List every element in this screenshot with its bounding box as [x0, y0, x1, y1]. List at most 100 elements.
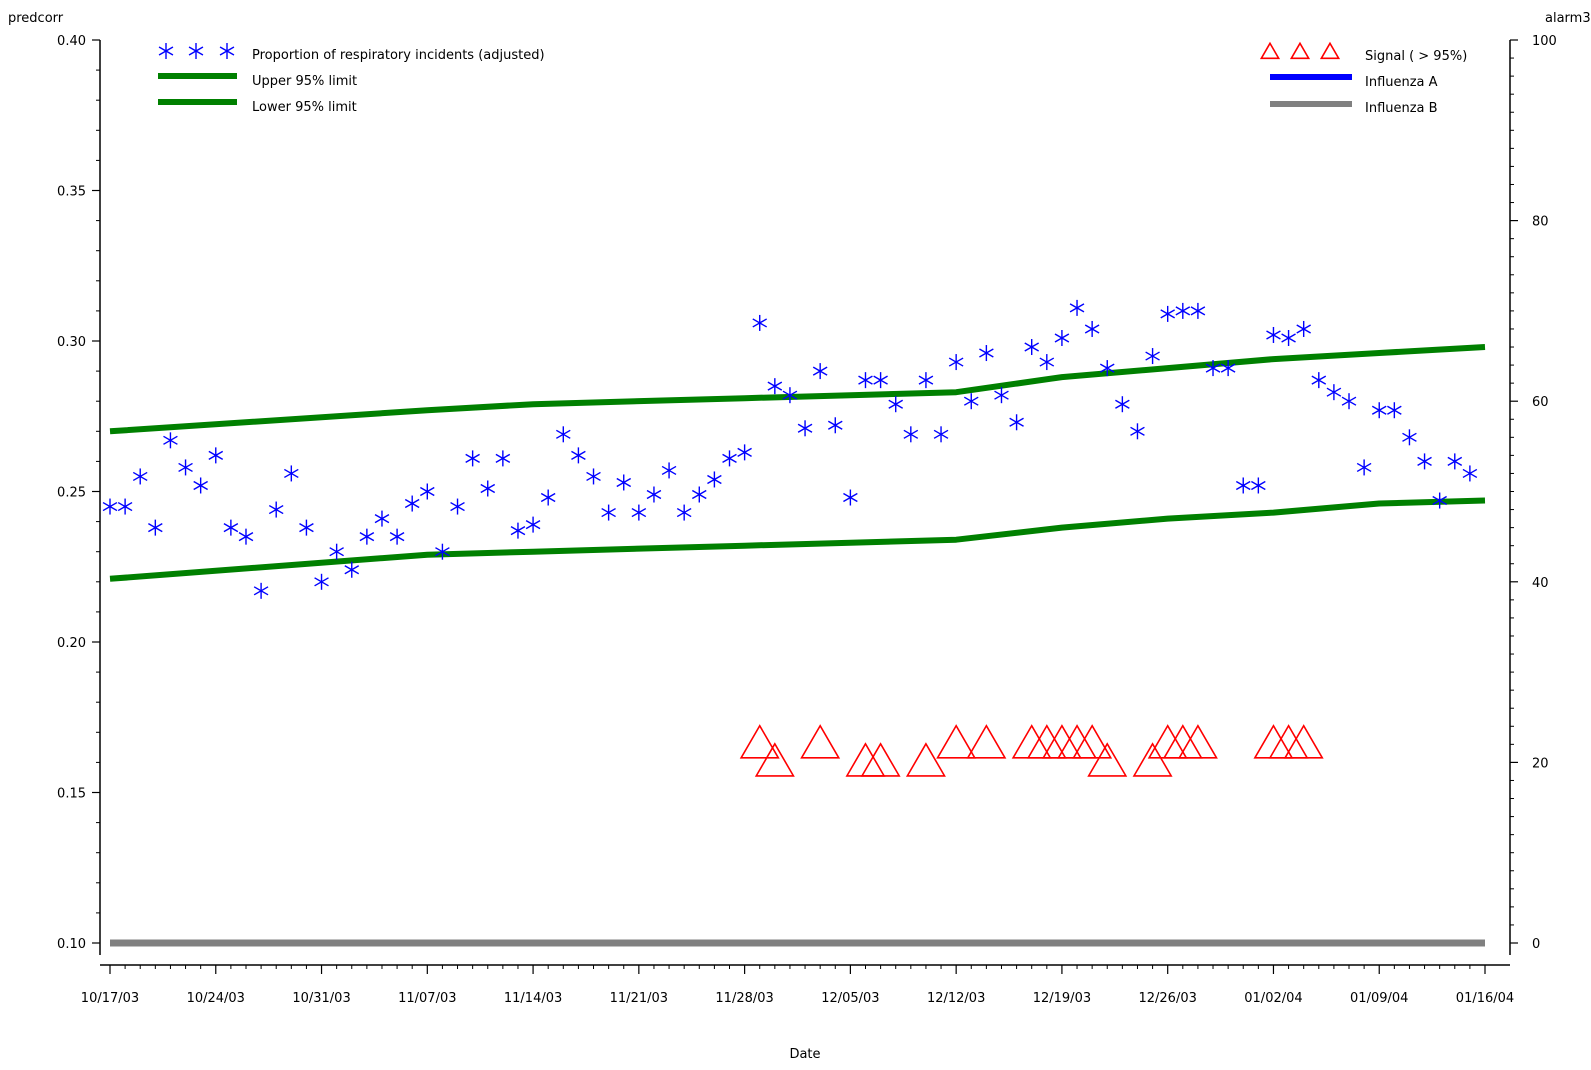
data-point-asterisk	[329, 543, 344, 560]
data-point-asterisk	[1054, 329, 1070, 346]
legend-item-lower: Lower 95% limit	[158, 99, 357, 115]
right-axis-label: alarm3	[1545, 11, 1591, 26]
data-point-asterisk	[1311, 372, 1327, 389]
data-point-asterisk	[268, 501, 284, 518]
x-tick-label: 11/28/03	[715, 991, 773, 1006]
left-tick-label: 0.10	[57, 937, 86, 952]
data-point-asterisk	[1402, 429, 1417, 446]
data-point-asterisk	[299, 519, 314, 536]
data-point-asterisk	[737, 444, 752, 461]
x-tick-label: 12/26/03	[1138, 991, 1196, 1006]
right-tick-label: 100	[1532, 34, 1557, 49]
data-point-asterisk	[691, 486, 707, 503]
data-point-asterisk	[1190, 302, 1206, 319]
right-tick-label: 80	[1532, 215, 1549, 230]
data-point-asterisk	[752, 314, 768, 331]
legend-triangle-symbol	[1259, 41, 1281, 60]
data-point-asterisk	[359, 528, 375, 545]
data-point-asterisk	[1281, 329, 1296, 346]
data-point-asterisk	[525, 516, 541, 533]
data-point-asterisk	[344, 561, 360, 578]
data-point-asterisk	[1417, 453, 1432, 470]
ticks: 0.10 0.15 0.20 0.25 0.30 0.35 0.40 0 20 40 60 80 100…	[57, 34, 1557, 1006]
left-axis-label: predcorr	[8, 11, 64, 26]
data-point-asterisk	[1266, 326, 1281, 343]
data-point-asterisk	[903, 426, 919, 443]
data-point-asterisk	[571, 447, 586, 464]
data-point-asterisk	[676, 504, 692, 521]
data-point-asterisk	[843, 489, 858, 506]
data-point-asterisk	[1447, 453, 1463, 470]
signal-triangle	[936, 724, 977, 759]
data-point-asterisk	[1341, 393, 1357, 410]
right-tick-label: 60	[1532, 395, 1549, 410]
x-tick-label: 11/14/03	[504, 991, 562, 1006]
data-point-asterisk	[1009, 414, 1024, 431]
legend-asterisk-symbol	[158, 43, 174, 59]
legend-label-upper: Upper 95% limit	[252, 74, 357, 89]
x-tick-label: 11/21/03	[610, 991, 668, 1006]
legend-item-signal: Signal ( > 95%)	[1259, 41, 1467, 64]
data-point-asterisk	[707, 471, 722, 488]
legend-right: Signal ( > 95%) Influenza A Influenza B	[1259, 41, 1467, 116]
x-tick-label: 11/07/03	[398, 991, 456, 1006]
legend-label-signal: Signal ( > 95%)	[1365, 49, 1467, 64]
left-tick-label: 0.15	[57, 787, 86, 802]
x-tick-label: 01/09/04	[1350, 991, 1408, 1006]
left-tick-label: 0.30	[57, 335, 86, 350]
data-point-asterisk	[238, 528, 254, 545]
signal-triangle	[860, 742, 901, 777]
data-point-asterisk	[435, 543, 450, 560]
data-point-asterisk	[208, 447, 224, 464]
data-point-asterisk	[450, 498, 465, 515]
legend-left: Proportion of respiratory incidents (adj…	[158, 43, 545, 115]
data-point-asterisk	[631, 504, 647, 521]
data-point-asterisk	[404, 495, 420, 512]
x-tick-label: 10/24/03	[187, 991, 245, 1006]
data-point-asterisk	[193, 477, 208, 494]
data-point-asterisk	[510, 522, 526, 539]
data-point-asterisk	[888, 396, 904, 413]
data-point-asterisk	[314, 573, 329, 590]
data-point-asterisk	[1069, 299, 1085, 316]
legend-item-influenza-a: Influenza A	[1270, 74, 1438, 90]
data-point-asterisk	[1115, 396, 1130, 413]
data-point-asterisk	[1356, 459, 1372, 476]
legend-item-proportion: Proportion of respiratory incidents (adj…	[158, 43, 545, 63]
legend-label-lower: Lower 95% limit	[252, 100, 357, 115]
data-point-asterisk	[1296, 320, 1311, 337]
signal-triangle	[1072, 724, 1113, 759]
data-point-asterisk	[948, 354, 964, 371]
legend-label-proportion: Proportion of respiratory incidents (adj…	[252, 48, 545, 63]
data-point-asterisk	[979, 345, 994, 362]
data-point-asterisk	[540, 489, 556, 506]
data-point-asterisk	[178, 459, 193, 476]
data-point-asterisk	[1387, 402, 1402, 419]
data-point-asterisk	[132, 468, 148, 485]
asterisk-legend-symbols	[158, 43, 235, 59]
legend-triangle-symbol	[1319, 41, 1341, 60]
signal-triangle	[739, 724, 780, 759]
x-tick-label: 01/16/04	[1456, 991, 1514, 1006]
data-point-asterisk	[480, 480, 496, 497]
data-points	[102, 299, 1478, 599]
data-point-asterisk	[646, 486, 662, 503]
data-point-asterisk	[963, 393, 979, 410]
data-point-asterisk	[873, 372, 888, 389]
data-point-asterisk	[1235, 477, 1251, 494]
data-point-asterisk	[782, 387, 798, 404]
data-point-asterisk	[767, 378, 783, 395]
data-point-asterisk	[797, 420, 813, 437]
data-point-asterisk	[465, 450, 480, 467]
data-point-asterisk	[1432, 492, 1447, 509]
left-tick-label: 0.25	[57, 486, 86, 501]
x-tick-label: 12/05/03	[821, 991, 879, 1006]
right-tick-label: 0	[1532, 937, 1540, 952]
triangle-legend-symbols	[1259, 41, 1341, 60]
data-point-asterisk	[148, 519, 163, 536]
left-tick-label: 0.35	[57, 185, 86, 200]
legend-asterisk-symbol	[188, 43, 204, 59]
lower-95-limit-line	[109, 497, 1486, 582]
x-tick-label: 12/12/03	[927, 991, 985, 1006]
x-tick-label: 10/31/03	[292, 991, 350, 1006]
